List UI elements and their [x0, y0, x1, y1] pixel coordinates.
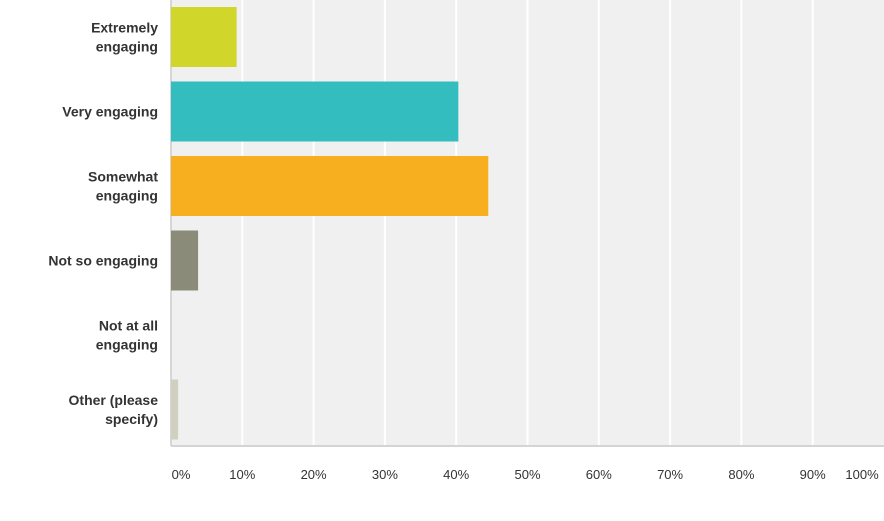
x-tick-label: 80% — [728, 467, 754, 482]
category-label: Not at all — [99, 318, 158, 334]
x-tick-label: 60% — [586, 467, 612, 482]
x-tick-label: 10% — [229, 467, 255, 482]
x-tick-label: 100% — [845, 467, 879, 482]
x-tick-label: 20% — [301, 467, 327, 482]
x-tick-label: 70% — [657, 467, 683, 482]
bar — [171, 379, 179, 440]
x-tick-label: 30% — [372, 467, 398, 482]
category-label: Very engaging — [62, 104, 158, 120]
category-label: Other (please — [69, 392, 159, 408]
bar — [171, 156, 489, 216]
category-label: engaging — [96, 39, 158, 55]
x-tick-label: 50% — [514, 467, 540, 482]
bar — [171, 81, 459, 142]
x-tick-label: 90% — [800, 467, 826, 482]
x-tick-label: 0% — [172, 467, 191, 482]
category-label: engaging — [96, 188, 158, 204]
category-label: specify) — [105, 411, 158, 427]
bar — [171, 230, 199, 291]
x-tick-label: 40% — [443, 467, 469, 482]
category-label: Extremely — [91, 20, 158, 36]
category-label: engaging — [96, 337, 158, 353]
category-label: Not so engaging — [48, 253, 158, 269]
category-label: Somewhat — [88, 169, 158, 185]
bar — [171, 7, 237, 67]
